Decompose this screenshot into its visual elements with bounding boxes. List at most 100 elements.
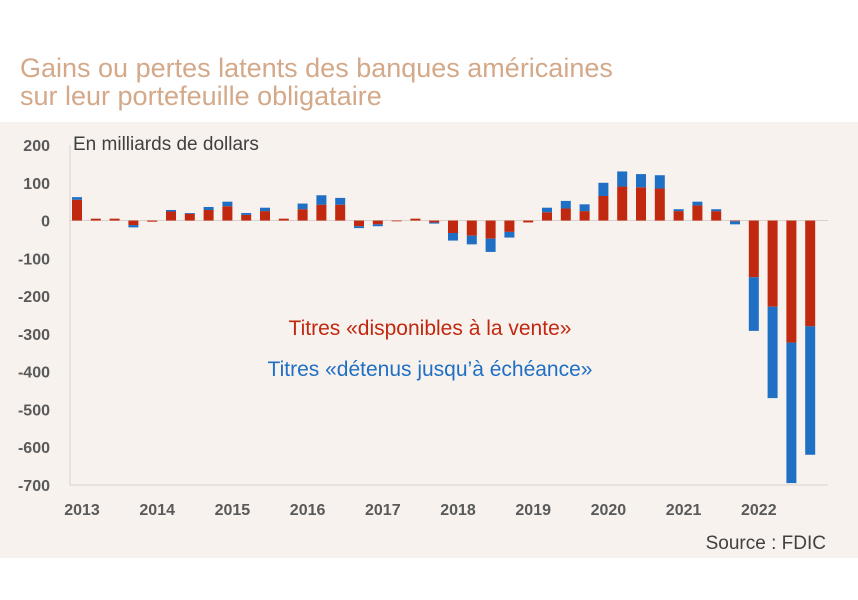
bar-htm — [504, 231, 515, 238]
y-tick-label: 100 — [23, 176, 50, 193]
bar-afs — [260, 211, 270, 221]
bar-htm — [748, 277, 759, 331]
x-tick-label: 2018 — [440, 502, 476, 519]
x-tick-label: 2021 — [666, 502, 702, 519]
bar-htm — [692, 201, 703, 206]
bar-htm — [316, 195, 327, 205]
y-tick-label: 0 — [41, 214, 50, 231]
x-tick-label: 2015 — [215, 502, 251, 519]
legend-afs: Titres «disponibles à la vente» — [289, 317, 572, 340]
bar-afs — [617, 186, 628, 221]
bar-htm — [579, 204, 590, 212]
bar-htm — [786, 342, 797, 484]
bar-htm — [222, 201, 233, 207]
bar-afs — [579, 211, 590, 221]
bar-htm — [260, 207, 270, 212]
bar-htm — [466, 235, 477, 245]
bar-afs — [748, 220, 759, 278]
bar-afs — [654, 188, 665, 221]
bar-afs — [504, 220, 515, 232]
text-layer: 200 100 0 -100 -200 -300 -400 -500 -600 -700 2013 2… — [18, 134, 826, 554]
bar-afs — [297, 209, 308, 221]
bar-htm — [448, 233, 458, 241]
y-tick-label: -400 — [18, 365, 50, 382]
chart-title: Gains ou pertes latents des banques amér… — [20, 54, 613, 110]
bar-afs — [692, 205, 703, 221]
bar-htm — [654, 175, 665, 189]
bar-afs — [147, 220, 158, 222]
y-tick-label: -300 — [18, 327, 50, 344]
bar-afs — [335, 204, 346, 221]
bar-htm — [730, 221, 740, 225]
bar-afs — [542, 212, 552, 221]
bar-htm — [335, 197, 346, 205]
unit-label: En milliards de dollars — [73, 134, 259, 155]
bar-htm — [241, 213, 252, 215]
bar-afs — [636, 187, 646, 221]
bar-afs — [391, 220, 402, 222]
bar-afs — [166, 211, 176, 221]
bar-afs — [786, 220, 797, 343]
y-tick-label: 200 — [23, 138, 50, 155]
bar-htm — [72, 197, 82, 200]
bar-htm — [673, 209, 684, 212]
bar-afs — [203, 209, 214, 221]
bar-afs — [466, 220, 477, 236]
bar-afs — [805, 220, 816, 327]
x-tick-label: 2019 — [515, 502, 551, 519]
bar-htm — [354, 226, 364, 229]
y-tick-label: -600 — [18, 440, 50, 457]
bar-afs — [184, 213, 195, 221]
bar-htm — [542, 207, 552, 213]
x-tick-label: 2016 — [290, 502, 326, 519]
bar-htm — [184, 213, 195, 214]
bar-htm — [203, 206, 214, 210]
bar-afs — [222, 206, 233, 221]
y-tick-label: -100 — [18, 251, 50, 268]
bar-htm — [429, 222, 440, 224]
bar-afs — [90, 218, 101, 221]
chart-title-line-2: sur leur portefeuille obligataire — [20, 81, 382, 111]
bar-htm — [617, 171, 628, 187]
x-tick-label: 2022 — [741, 502, 777, 519]
x-tick-label: 2014 — [139, 502, 175, 519]
bar-htm — [560, 200, 571, 209]
source-label: Source : FDIC — [706, 533, 826, 554]
bar-afs — [448, 220, 458, 234]
bar-afs — [767, 220, 778, 307]
axis-layer — [69, 145, 828, 486]
bar-afs — [316, 204, 327, 221]
bar-afs — [410, 218, 421, 221]
bar-afs — [241, 214, 252, 221]
bar-afs — [598, 196, 609, 221]
bar-afs — [128, 220, 139, 226]
legend-htm: Titres «détenus jusqu’à échéance» — [268, 358, 593, 381]
bar-htm — [372, 224, 383, 227]
bar-afs — [429, 220, 440, 223]
bar-htm — [485, 238, 496, 252]
bar-afs — [560, 208, 571, 221]
bar-afs — [372, 220, 383, 225]
bar-afs — [72, 199, 82, 221]
chart-title-line-1: Gains ou pertes latents des banques amér… — [20, 53, 613, 83]
bar-htm — [598, 182, 609, 196]
y-tick-label: -200 — [18, 289, 50, 306]
bar-htm — [711, 209, 722, 212]
bar-afs — [730, 220, 740, 222]
bar-afs — [711, 211, 722, 221]
bar-htm — [805, 326, 816, 455]
y-tick-label: -700 — [18, 478, 50, 495]
x-tick-label: 2020 — [591, 502, 627, 519]
y-tick-label: -500 — [18, 402, 50, 419]
bar-htm — [128, 225, 139, 228]
bar-afs — [278, 218, 289, 221]
bar-htm — [166, 209, 176, 212]
bar-htm — [297, 203, 308, 210]
bar-afs — [523, 220, 534, 223]
bar-afs — [673, 211, 684, 221]
bars-layer — [72, 171, 816, 484]
bar-afs — [485, 220, 496, 239]
bar-htm — [636, 174, 646, 188]
bar-htm — [767, 306, 778, 399]
